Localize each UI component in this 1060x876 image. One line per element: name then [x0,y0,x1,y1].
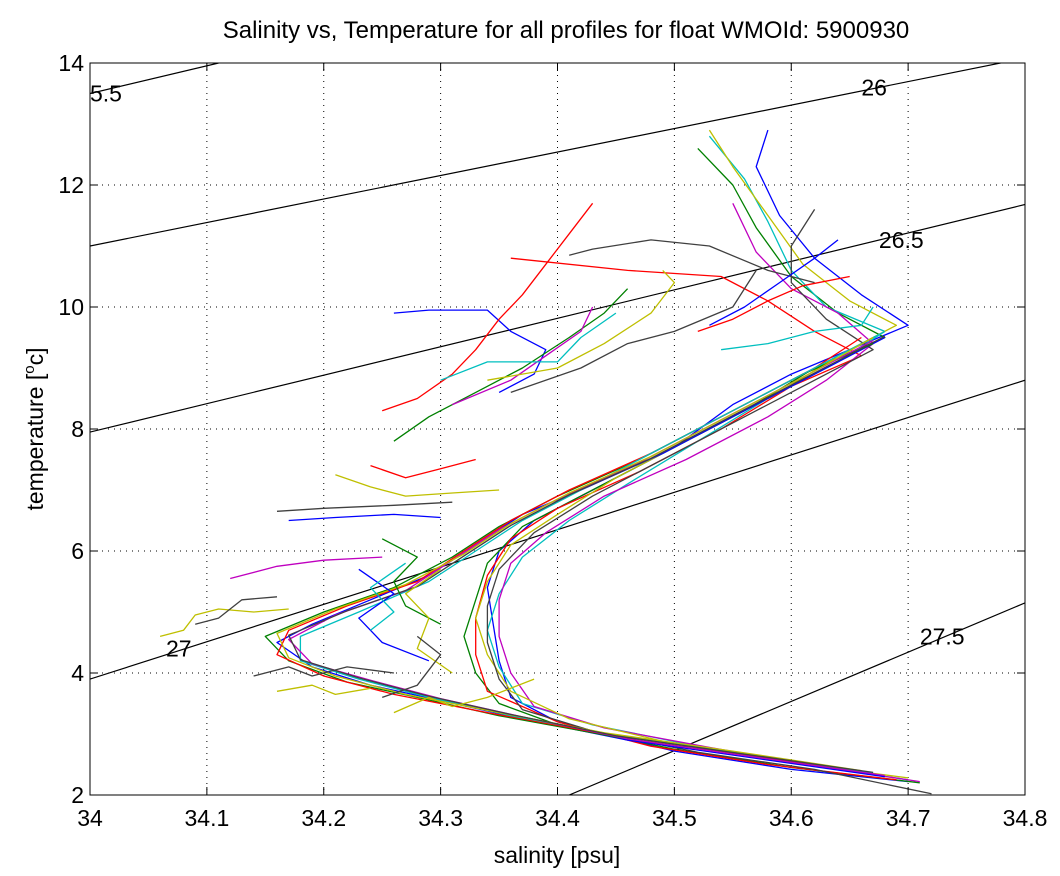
x-tick-label: 34.4 [535,805,580,831]
y-tick-label: 10 [58,294,84,320]
profile-line [335,474,500,497]
density-contour-label: 26.5 [879,227,924,253]
axis-ticks: 34 34.1 34.2 34.3 34.4 34.5 34.6 34.7 34.8 2 4 6 8 10… [58,50,1047,831]
profile-line [404,568,453,674]
profile-line [370,458,476,479]
y-axis-label-main: temperature [ [22,373,48,510]
profile-line [276,501,453,512]
y-tick-label: 4 [71,660,84,686]
profile-line [393,678,535,714]
profile-line [721,306,874,351]
profile-line [709,239,839,326]
profiles [159,129,932,795]
profile-line [369,562,406,631]
profile-line [510,270,757,394]
profile-line [381,538,441,625]
density-contour-line [90,63,1004,247]
chart-title: Salinity vs, Temperature for all profile… [223,17,910,44]
x-tick-label: 34.6 [769,805,814,831]
y-axis-label-superscript: o [21,365,38,373]
x-tick-label: 34.1 [184,805,229,831]
grid [90,63,1025,795]
density-contour-line [568,602,1025,795]
profile-line [230,556,383,580]
profile-line [381,202,594,412]
density-contour-line [90,203,1025,433]
y-tick-label: 2 [71,782,84,808]
y-axis-label-end: c] [22,347,48,365]
profile-line [569,239,815,284]
y-tick-label: 6 [71,538,84,564]
density-contour-label: 26 [861,74,887,100]
profile-line [393,309,547,393]
profile-line [381,635,442,699]
density-contour-label: 27 [166,636,192,662]
x-axis-label: salinity [psu] [494,842,621,868]
profile-line [288,513,441,522]
profile-line [253,666,394,677]
profile-line [440,312,617,381]
x-tick-label: 34.8 [1003,805,1048,831]
x-tick-label: 34.7 [886,805,931,831]
profile-line [393,288,629,442]
y-tick-label: 8 [71,416,84,442]
x-tick-label: 34.2 [301,805,346,831]
y-tick-label: 12 [58,172,84,198]
density-contour-line [90,63,219,95]
profile-line [288,335,886,774]
profile-line [159,608,289,638]
profile-line [475,129,909,779]
profile-line [498,203,920,783]
density-contour-label: 27.5 [920,623,965,649]
profile-line [358,568,430,662]
x-tick-label: 34.3 [418,805,463,831]
profile-line [452,306,594,406]
density-contour-label: 5.5 [90,81,122,107]
profile-line [487,269,676,381]
profile-line [195,596,278,625]
y-tick-label: 14 [58,50,84,76]
axes-frame [89,62,1026,796]
profile-line [697,275,850,333]
x-tick-label: 34.5 [652,805,697,831]
density-contour-labels: 5.5 26 26.5 27 27.5 [90,74,965,661]
y-axis-label: temperature [oc] [21,347,48,510]
profile-line [276,684,371,696]
x-tick-label: 34 [77,805,103,831]
